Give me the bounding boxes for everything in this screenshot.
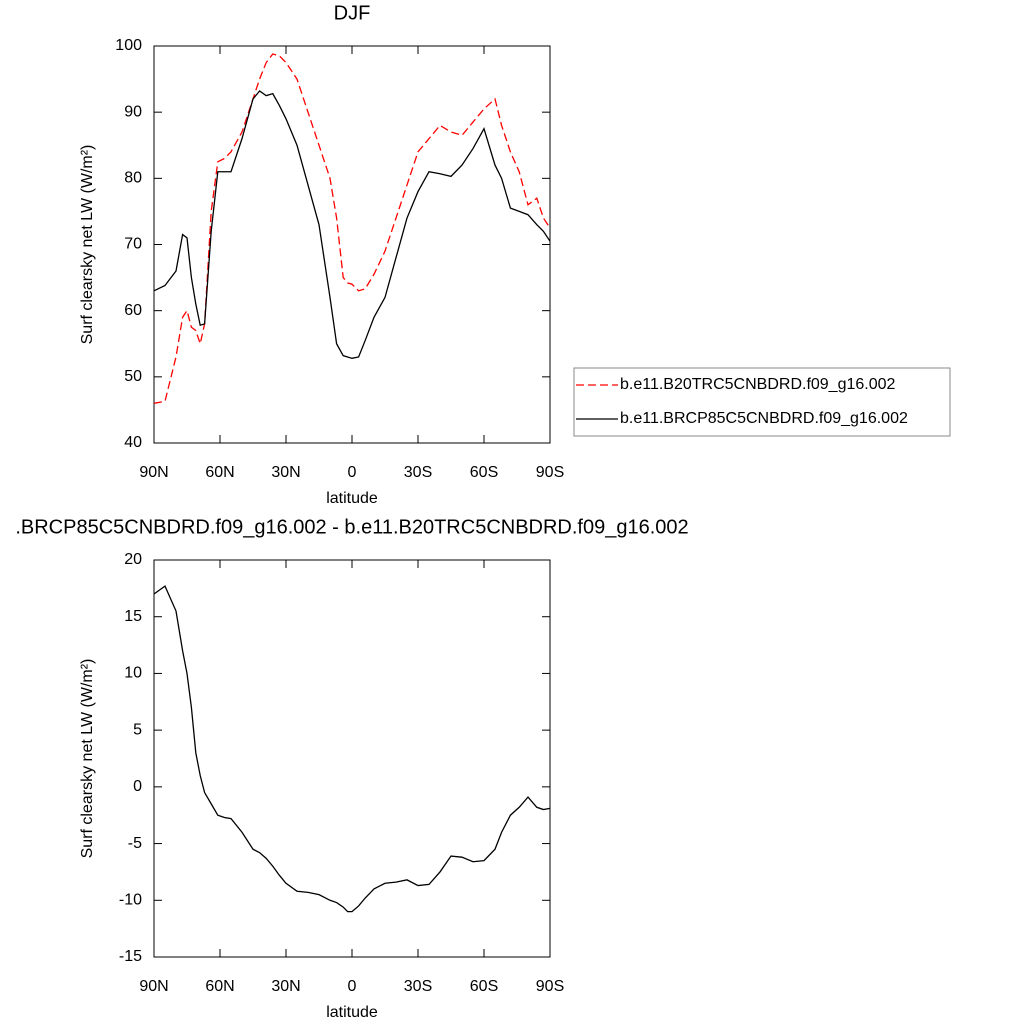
x-tick-label: 90S <box>536 978 564 995</box>
chart-title: .BRCP85C5CNBDRD.f09_g16.002 - b.e11.B20T… <box>15 516 688 538</box>
x-tick-label: 90N <box>139 978 168 995</box>
y-axis-label: Surf clearsky net LW (W/m²) <box>79 145 96 345</box>
y-tick-label: -15 <box>119 948 142 965</box>
data-line <box>153 585 551 913</box>
data-line <box>153 90 551 359</box>
x-tick-label: 30S <box>404 978 432 995</box>
x-tick-label: 60S <box>470 978 498 995</box>
x-tick-label: 90S <box>536 464 564 481</box>
legend-label: b.e11.B20TRC5CNBDRD.f09_g16.002 <box>620 376 896 393</box>
y-tick-label: 0 <box>133 778 142 795</box>
x-axis-label: latitude <box>326 1004 378 1021</box>
y-tick-label: 60 <box>124 302 142 319</box>
y-tick-label: 70 <box>124 236 142 253</box>
y-tick-label: 40 <box>124 434 142 451</box>
x-tick-label: 90N <box>139 464 168 481</box>
y-axis-label: Surf clearsky net LW (W/m²) <box>79 659 96 859</box>
legend-label: b.e11.BRCP85C5CNBDRD.f09_g16.002 <box>620 410 908 427</box>
x-tick-label: 30N <box>271 464 300 481</box>
x-tick-label: 60S <box>470 464 498 481</box>
x-tick-label: 60N <box>205 464 234 481</box>
data-line <box>153 53 551 404</box>
y-tick-label: -10 <box>119 892 142 909</box>
y-tick-label: 90 <box>124 103 142 120</box>
plot-frame <box>153 45 551 444</box>
plot-frame <box>153 559 551 958</box>
y-tick-label: 100 <box>115 37 142 54</box>
y-tick-label: 5 <box>133 721 142 738</box>
x-tick-label: 0 <box>348 978 357 995</box>
y-tick-label: 80 <box>124 170 142 187</box>
y-tick-label: 10 <box>124 665 142 682</box>
x-axis-label: latitude <box>326 490 378 507</box>
x-tick-label: 60N <box>205 978 234 995</box>
chart-title: DJF <box>334 2 371 24</box>
y-tick-label: 20 <box>124 551 142 568</box>
x-tick-label: 30S <box>404 464 432 481</box>
y-tick-label: -5 <box>128 835 142 852</box>
x-tick-label: 0 <box>348 464 357 481</box>
x-tick-label: 30N <box>271 978 300 995</box>
y-tick-label: 50 <box>124 368 142 385</box>
legend-box <box>573 367 951 437</box>
y-tick-label: 15 <box>124 608 142 625</box>
